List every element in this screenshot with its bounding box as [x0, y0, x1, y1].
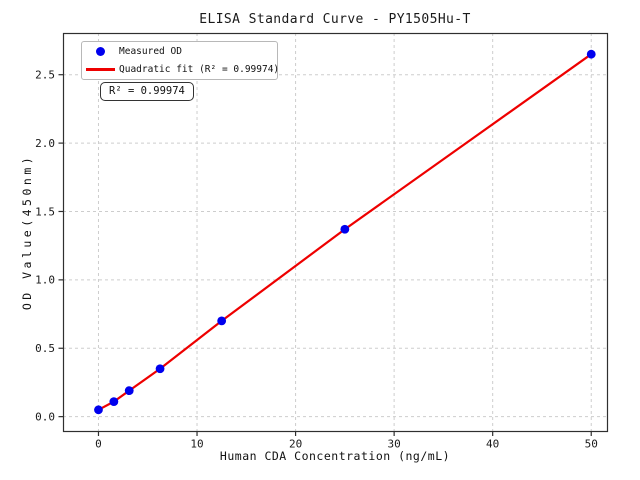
legend-label-quadratic-fit: Quadratic fit (R² = 0.99974): [119, 63, 280, 75]
x-tick-label: 50: [585, 438, 598, 451]
x-tick-label: 20: [289, 438, 302, 451]
legend-label-measured-od: Measured OD: [119, 46, 182, 58]
y-axis-label: OD Value(450nm): [20, 153, 34, 311]
y-tick-label: 1.0: [35, 274, 55, 287]
measured-od-data-point: [109, 397, 119, 406]
chart-title: ELISA Standard Curve - PY1505Hu-T: [199, 12, 471, 27]
measured-od-data-point: [124, 386, 134, 396]
fit-line-marker-icon: [86, 67, 115, 71]
legend-marker-zone: [82, 47, 119, 57]
scatter-dot-marker-icon: [96, 47, 105, 57]
y-tick-label: 1.5: [35, 205, 55, 218]
measured-od-data-point: [94, 405, 103, 415]
measured-od-data-point: [217, 316, 227, 326]
measured-od-data-point: [586, 49, 596, 59]
r-squared-annotation: R² = 0.99974: [100, 82, 194, 101]
y-tick-label: 0.5: [35, 342, 55, 355]
legend-item-quadratic-fit: Quadratic fit (R² = 0.99974): [82, 62, 280, 77]
x-tick-label: 0: [95, 438, 102, 451]
measured-od-data-point: [340, 224, 350, 234]
plot-frame: [62, 32, 609, 433]
x-tick-label: 40: [486, 438, 499, 451]
legend-marker-zone: [82, 67, 119, 71]
x-tick-label: 10: [190, 438, 203, 451]
measured-od-data-point: [155, 364, 165, 374]
y-tick-label: 2.5: [35, 69, 55, 82]
x-axis-label: Human CDA Concentration (ng/mL): [219, 449, 451, 463]
y-tick-label: 2.0: [35, 137, 55, 150]
legend-box: Measured OD Quadratic fit (R² = 0.99974): [81, 41, 280, 80]
x-tick-label: 30: [388, 438, 401, 451]
y-tick-label: 0.0: [35, 410, 55, 423]
legend-item-measured-od: Measured OD: [82, 44, 277, 59]
